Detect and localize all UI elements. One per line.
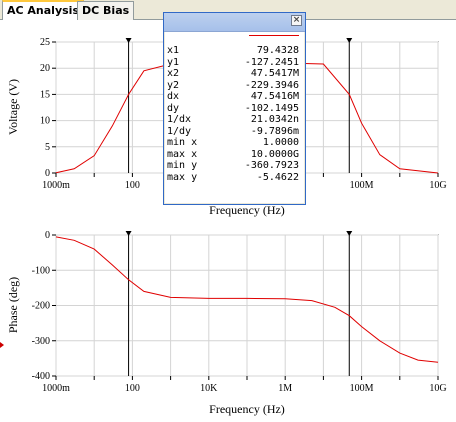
readout-row: min x 1.0000 bbox=[167, 137, 299, 148]
phase-x-ticks: 1000m 100 10K 1M 100M 10G bbox=[42, 376, 447, 394]
trace-color-swatch bbox=[249, 35, 299, 36]
readout-row: max x 10.0000G bbox=[167, 149, 299, 160]
readout-row: 1/dx 21.0342n bbox=[167, 114, 299, 125]
readout-key: y2 bbox=[167, 79, 180, 91]
y-tick-label: 0 bbox=[45, 230, 50, 241]
y-tick-label: -300 bbox=[32, 336, 50, 347]
x-tick-label: 1M bbox=[278, 383, 292, 394]
magnitude-cursors[interactable] bbox=[125, 38, 353, 173]
phase-cursors[interactable] bbox=[125, 231, 353, 376]
x-tick-label: 100M bbox=[350, 180, 374, 191]
cursor-readout-window[interactable]: × x1 79.4328 y1 -127.2451 x2 47.5417M y2 -229.3… bbox=[163, 12, 306, 205]
cursor-handle-2[interactable] bbox=[346, 231, 353, 236]
x-tick-label: 100 bbox=[125, 180, 140, 191]
y-tick-label: 10 bbox=[40, 116, 50, 127]
y-tick-label: -400 bbox=[32, 371, 50, 382]
readout-row: y2 -229.3946 bbox=[167, 80, 299, 91]
y-tick-label: 0 bbox=[45, 168, 50, 179]
tab-bar: AC Analysis DC Bias bbox=[0, 0, 456, 21]
readout-value: 47.5416M bbox=[250, 91, 299, 102]
readout-key: 1/dx bbox=[167, 114, 192, 125]
x-tick-label: 1000m bbox=[42, 383, 70, 394]
readout-key: x1 bbox=[167, 45, 180, 56]
y-tick-label: 25 bbox=[40, 37, 50, 48]
x-tick-label: 1000m bbox=[42, 180, 70, 191]
x-tick-label: 10G bbox=[429, 383, 446, 394]
readout-key: max y bbox=[167, 171, 198, 183]
readout-titlebar[interactable]: × bbox=[164, 13, 305, 32]
close-icon[interactable]: × bbox=[291, 15, 302, 26]
phase-x-axis-title: Frequency (Hz) bbox=[209, 402, 285, 416]
readout-key: min x bbox=[167, 137, 198, 148]
magnitude-x-axis-title: Frequency (Hz) bbox=[209, 203, 285, 217]
readout-key: min y bbox=[167, 160, 198, 171]
cursor-handle-2[interactable] bbox=[346, 38, 353, 43]
phase-trace bbox=[55, 236, 439, 363]
readout-value: -229.3946 bbox=[244, 79, 299, 91]
phase-y-axis-title: Phase (deg) bbox=[6, 277, 20, 333]
readout-key: max x bbox=[167, 148, 198, 160]
readout-key: x2 bbox=[167, 68, 180, 79]
cursor-handle-1[interactable] bbox=[125, 38, 132, 43]
magnitude-y-ticks: 25 20 15 10 5 0 bbox=[40, 37, 56, 179]
readout-value: 1.0000 bbox=[262, 137, 299, 148]
readout-key: dy bbox=[167, 102, 180, 114]
selected-trace-marker-icon bbox=[0, 342, 4, 348]
y-tick-label: -100 bbox=[32, 265, 50, 276]
cursor-handle-1[interactable] bbox=[125, 231, 132, 236]
readout-value: -9.7896m bbox=[250, 125, 299, 137]
phase-y-ticks: 0 -100 -200 -300 -400 bbox=[32, 230, 56, 382]
readout-value: 10.0000G bbox=[250, 148, 299, 160]
tab-dc-bias[interactable]: DC Bias bbox=[77, 1, 135, 20]
readout-row: 1/dy -9.7896m bbox=[167, 126, 299, 137]
y-tick-label: 15 bbox=[40, 89, 50, 100]
x-tick-label: 10G bbox=[429, 180, 446, 191]
y-tick-label: 5 bbox=[45, 142, 50, 153]
readout-value: 47.5417M bbox=[250, 68, 299, 79]
x-tick-label: 100M bbox=[350, 383, 374, 394]
readout-row: max y -5.4622 bbox=[167, 172, 299, 183]
readout-row: min y -360.7923 bbox=[167, 160, 299, 171]
readout-value: 79.4328 bbox=[256, 45, 299, 56]
x-tick-label: 10K bbox=[200, 383, 218, 394]
readout-row: dx 47.5416M bbox=[167, 91, 299, 102]
readout-row: x2 47.5417M bbox=[167, 68, 299, 79]
readout-value: -102.1495 bbox=[244, 102, 299, 114]
readout-body: x1 79.4328 y1 -127.2451 x2 47.5417M y2 -229.394… bbox=[165, 32, 304, 203]
phase-chart[interactable]: 0 -100 -200 -300 -400 1000m 100 10K 1M 100M 10G P… bbox=[6, 230, 447, 416]
readout-value: -127.2451 bbox=[244, 56, 299, 68]
y-tick-label: -200 bbox=[32, 301, 50, 312]
x-tick-label: 100 bbox=[125, 383, 140, 394]
readout-row: x1 79.4328 bbox=[167, 45, 299, 56]
y-tick-label: 20 bbox=[40, 63, 50, 74]
readout-value: -360.7923 bbox=[244, 160, 299, 171]
readout-row: dy -102.1495 bbox=[167, 103, 299, 114]
magnitude-y-axis-title: Voltage (V) bbox=[6, 79, 20, 135]
readout-key: dx bbox=[167, 91, 180, 102]
readout-row: y1 -127.2451 bbox=[167, 57, 299, 68]
readout-value: 21.0342n bbox=[250, 114, 299, 125]
readout-key: 1/dy bbox=[167, 125, 192, 137]
readout-value: -5.4622 bbox=[256, 171, 299, 183]
tab-ac-analysis[interactable]: AC Analysis bbox=[2, 0, 84, 21]
readout-key: y1 bbox=[167, 56, 180, 68]
